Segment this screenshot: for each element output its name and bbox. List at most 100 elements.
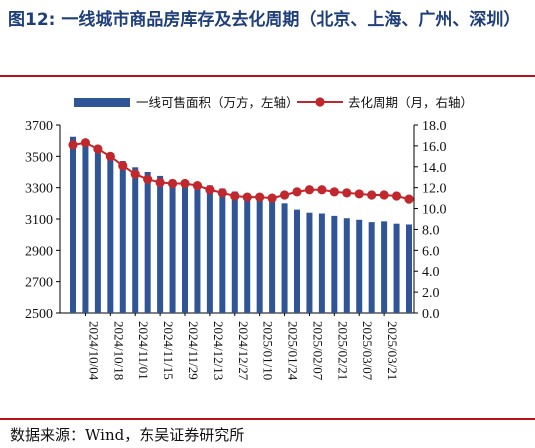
chart-title: 图12: 一线城市商品房库存及去化周期（北京、上海、广州、深圳） bbox=[8, 10, 521, 30]
left-tick-label: 2500 bbox=[25, 307, 53, 322]
source-note: 数据来源：Wind，东吴证券研究所 bbox=[10, 426, 245, 444]
bar bbox=[157, 175, 164, 313]
bar bbox=[406, 224, 412, 313]
bar bbox=[281, 203, 288, 313]
line-marker bbox=[180, 178, 190, 189]
bar bbox=[169, 179, 176, 313]
line-marker bbox=[230, 191, 240, 201]
right-tick-label: 14.0 bbox=[422, 161, 447, 176]
left-tick-label: 3300 bbox=[25, 182, 53, 197]
line-marker bbox=[93, 144, 103, 154]
right-tick-label: 4.0 bbox=[422, 265, 440, 280]
legend-line-marker bbox=[315, 97, 325, 107]
bar bbox=[107, 155, 114, 313]
line-series bbox=[68, 138, 414, 204]
x-tick-label: 2024/11/01 bbox=[136, 321, 151, 380]
x-tick-labels: 2024/10/04 2024/10/18 2024/11/01 2024/11/15… bbox=[84, 313, 400, 381]
bar bbox=[318, 213, 325, 313]
bar bbox=[306, 212, 313, 313]
bar bbox=[244, 194, 251, 313]
legend: 一线可售面积（万方，左轴） 去化周期（月，右轴） bbox=[74, 95, 473, 110]
left-tick-label: 3500 bbox=[25, 150, 53, 165]
right-tick-label: 16.0 bbox=[422, 140, 447, 155]
bar bbox=[343, 218, 350, 313]
line-marker bbox=[192, 180, 203, 191]
line-marker bbox=[329, 187, 339, 197]
right-tick-label: 18.0 bbox=[422, 119, 447, 134]
bar bbox=[194, 184, 201, 313]
x-tick-label: 2025/02/07 bbox=[310, 321, 325, 381]
bar bbox=[393, 223, 400, 313]
bar bbox=[206, 185, 213, 313]
line-marker bbox=[342, 188, 352, 198]
right-tick-label: 8.0 bbox=[422, 223, 440, 238]
left-tick-label: 3700 bbox=[25, 119, 53, 134]
right-tick-label: 10.0 bbox=[422, 203, 447, 218]
x-tick-label: 2024/12/27 bbox=[236, 321, 251, 381]
bar bbox=[231, 191, 238, 313]
bar bbox=[132, 167, 139, 313]
bottom-rule bbox=[0, 418, 535, 420]
line-marker bbox=[267, 193, 277, 203]
bar bbox=[356, 219, 363, 313]
right-tick-label: 12.0 bbox=[422, 182, 447, 197]
x-tick-label: 2024/10/18 bbox=[111, 321, 126, 380]
bar bbox=[70, 136, 76, 313]
x-tick-label: 2024/11/29 bbox=[186, 321, 201, 380]
left-tick-label: 3100 bbox=[25, 213, 53, 228]
x-tick-label: 2025/01/10 bbox=[261, 321, 276, 380]
line-marker bbox=[317, 185, 327, 195]
line-marker bbox=[143, 174, 153, 184]
line-marker bbox=[130, 169, 140, 179]
bar bbox=[368, 222, 375, 313]
line-marker bbox=[155, 177, 165, 188]
line-marker bbox=[404, 194, 414, 204]
bar bbox=[381, 221, 388, 313]
line-marker bbox=[242, 192, 252, 202]
right-tick-label: 0.0 bbox=[422, 307, 440, 322]
axes: 2500 2700 2900 3100 3300 3500 3700 0.0 2.0 4.0 6.0… bbox=[25, 119, 447, 322]
line-marker bbox=[391, 191, 402, 201]
line-path bbox=[72, 141, 410, 201]
legend-line-label: 去化周期（月，右轴） bbox=[348, 95, 473, 110]
line-marker bbox=[68, 140, 78, 150]
bar bbox=[256, 197, 263, 313]
left-tick-label: 2900 bbox=[25, 244, 53, 259]
x-tick-label: 2024/10/04 bbox=[86, 321, 101, 381]
top-rule bbox=[0, 75, 535, 77]
x-tick-label: 2025/03/21 bbox=[385, 321, 400, 380]
bar bbox=[269, 199, 276, 313]
line-marker bbox=[379, 190, 389, 200]
line-marker bbox=[279, 190, 290, 200]
line-marker bbox=[292, 187, 302, 197]
bar bbox=[219, 188, 226, 313]
legend-bar-label: 一线可售面积（万方，左轴） bbox=[136, 95, 299, 110]
bar bbox=[144, 172, 151, 313]
line-marker bbox=[255, 192, 265, 202]
line-marker bbox=[80, 138, 91, 148]
line-marker bbox=[304, 185, 315, 195]
x-tick-label: 2024/12/13 bbox=[211, 321, 226, 380]
x-tick-label: 2025/02/21 bbox=[335, 321, 350, 380]
line-marker bbox=[118, 161, 128, 171]
bar bbox=[82, 143, 89, 313]
bar bbox=[119, 161, 126, 313]
x-tick-label: 2025/03/07 bbox=[360, 321, 375, 381]
bar-series bbox=[70, 136, 412, 313]
line-marker bbox=[105, 151, 115, 161]
right-tick-label: 2.0 bbox=[422, 286, 440, 301]
line-marker bbox=[367, 190, 377, 200]
line-marker bbox=[205, 185, 215, 195]
line-marker bbox=[217, 188, 227, 198]
x-tick-label: 2024/11/15 bbox=[161, 321, 176, 380]
left-tick-label: 2700 bbox=[25, 276, 53, 291]
bar bbox=[182, 182, 188, 313]
bar bbox=[331, 215, 338, 313]
bar bbox=[294, 209, 300, 313]
line-marker bbox=[354, 189, 364, 199]
line-marker bbox=[167, 178, 178, 189]
right-tick-label: 6.0 bbox=[422, 244, 440, 259]
legend-bar-swatch bbox=[74, 98, 130, 107]
bar bbox=[94, 150, 101, 313]
